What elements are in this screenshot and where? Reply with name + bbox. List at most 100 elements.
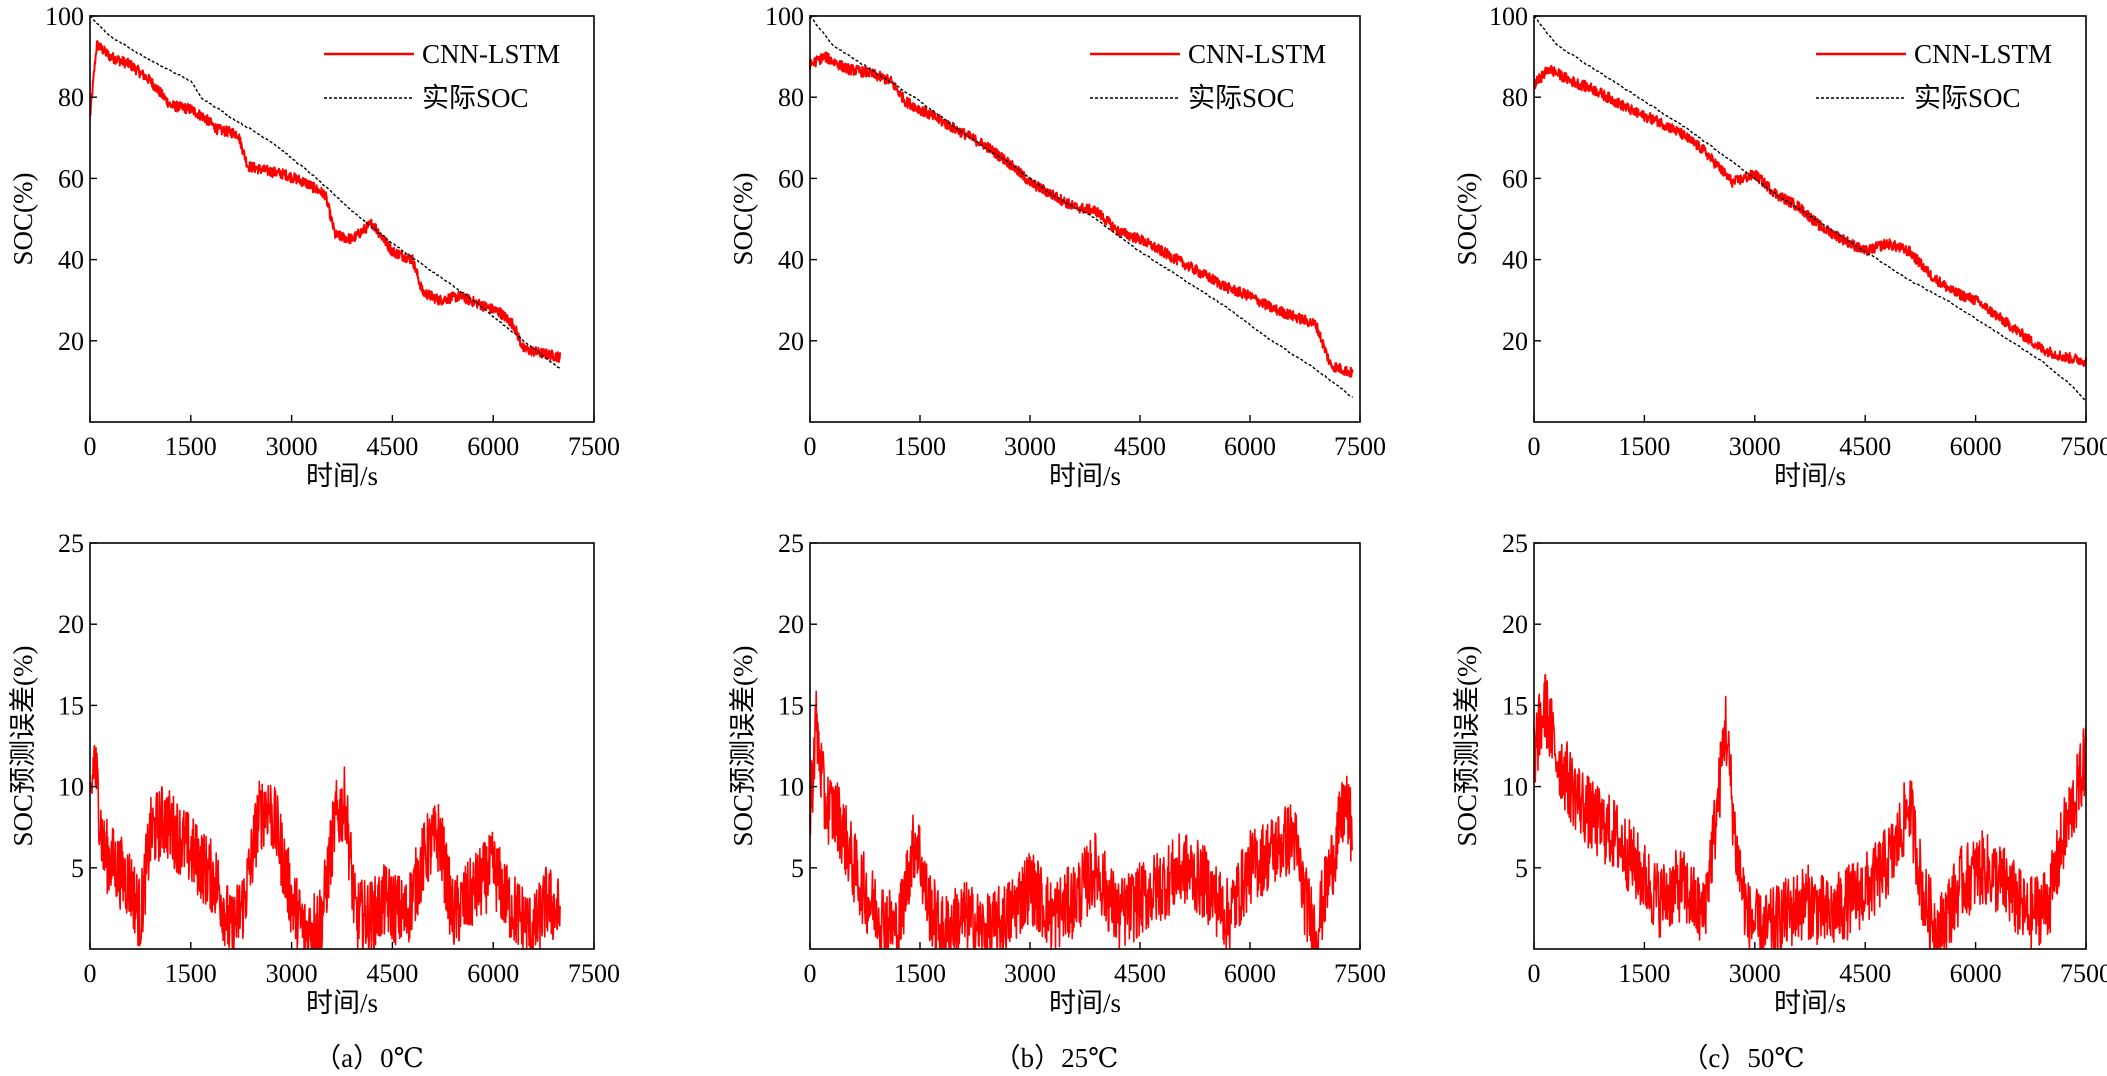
chart-a-error-x-tick-label: 1500	[165, 959, 217, 988]
chart-a-error-x-tick-label: 4500	[366, 959, 418, 988]
chart-a-error-x-tick-label: 3000	[266, 959, 318, 988]
chart-b-error-error-series-line	[809, 690, 1353, 949]
chart-b-actual-soc-line	[809, 15, 1354, 398]
chart-b-legend-actual-soc-label: 实际SOC	[1188, 83, 1295, 113]
chart-c-error-x-tick-label: 4500	[1839, 959, 1891, 988]
chart-c-x-tick-label: 1500	[1618, 432, 1670, 461]
chart-b-x-tick-label: 3000	[1004, 432, 1056, 461]
chart-b-x-tick-label: 0	[804, 432, 817, 461]
chart-a-error-error-series-line	[89, 744, 561, 949]
chart-c-error-y-tick-label: 15	[1502, 691, 1528, 720]
chart-a-error-x-tick-label: 0	[84, 959, 97, 988]
chart-c-cnn-lstm-line	[1533, 64, 2087, 367]
chart-a-legend-cnn-lstm-label: CNN-LSTM	[422, 39, 560, 69]
chart-a-error-x-tick-label: 7500	[568, 959, 620, 988]
chart-b-y-tick-label: 60	[778, 164, 804, 193]
chart-b-error-x-tick-label: 0	[804, 959, 817, 988]
chart-c-error-y-tick-label: 25	[1502, 529, 1528, 558]
chart-b-error-x-tick-label: 1500	[894, 959, 946, 988]
chart-a-error-y-axis-label: SOC预测误差(%)	[8, 646, 38, 847]
chart-a-actual-soc-line	[89, 15, 561, 370]
chart-c-x-axis-label: 时间/s	[1774, 461, 1846, 491]
chart-b-error-y-tick-label: 10	[778, 773, 804, 802]
chart-b-y-axis-label: SOC(%)	[728, 173, 758, 266]
chart-b-y-tick-label: 40	[778, 246, 804, 275]
chart-c-y-axis-label: SOC(%)	[1452, 173, 1482, 266]
chart-c-error-x-tick-label: 1500	[1618, 959, 1670, 988]
chart-b-legend-cnn-lstm-label: CNN-LSTM	[1188, 39, 1326, 69]
chart-c-x-tick-label: 6000	[1950, 432, 2002, 461]
chart-b-x-tick-label: 7500	[1334, 432, 1386, 461]
chart-c-y-tick-label: 100	[1489, 2, 1528, 31]
chart-b-error-x-tick-label: 4500	[1114, 959, 1166, 988]
caption-a: （a）0℃	[314, 1043, 424, 1073]
chart-c-x-tick-label: 0	[1528, 432, 1541, 461]
chart-c-y-tick-label: 20	[1502, 327, 1528, 356]
chart-a-y-axis-label: SOC(%)	[8, 173, 38, 266]
chart-a-error-y-tick-label: 15	[58, 691, 84, 720]
chart-a-y-tick-label: 40	[58, 246, 84, 275]
chart-c-actual-soc-line	[1533, 15, 2087, 402]
chart-a-cnn-lstm-line	[89, 40, 562, 363]
chart-c-legend-actual-soc-label: 实际SOC	[1914, 83, 2021, 113]
chart-b-y-tick-label: 20	[778, 327, 804, 356]
caption-b: （b）25℃	[993, 1043, 1119, 1073]
chart-c-y-tick-label: 40	[1502, 246, 1528, 275]
chart-c-y-tick-label: 80	[1502, 83, 1528, 112]
chart-c-x-tick-label: 4500	[1839, 432, 1891, 461]
chart-c-error-x-tick-label: 7500	[2060, 959, 2107, 988]
chart-b-x-tick-label: 1500	[894, 432, 946, 461]
chart-b-x-tick-label: 6000	[1224, 432, 1276, 461]
caption-c: （c）50℃	[1681, 1043, 1805, 1073]
chart-c-error-error-series-line	[1533, 673, 2087, 949]
chart-b-error-x-tick-label: 6000	[1224, 959, 1276, 988]
chart-a-error-y-tick-label: 5	[71, 854, 84, 883]
chart-b-error-y-tick-label: 20	[778, 610, 804, 639]
chart-a-y-tick-label: 100	[45, 2, 84, 31]
chart-b-x-tick-label: 4500	[1114, 432, 1166, 461]
chart-a-error-y-tick-label: 25	[58, 529, 84, 558]
chart-b-error-y-axis-label: SOC预测误差(%)	[728, 646, 758, 847]
chart-a-y-tick-label: 80	[58, 83, 84, 112]
chart-b-error-axes-frame	[809, 542, 1361, 950]
chart-a-x-tick-label: 0	[84, 432, 97, 461]
chart-c-error-y-tick-label: 20	[1502, 610, 1528, 639]
chart-b-error-x-tick-label: 7500	[1334, 959, 1386, 988]
chart-c-legend-cnn-lstm-label: CNN-LSTM	[1914, 39, 2052, 69]
chart-b-error-y-tick-label: 5	[791, 854, 804, 883]
chart-a-axes-frame	[89, 15, 595, 423]
chart-c-error-axes-frame	[1533, 542, 2087, 950]
chart-a-error-y-tick-label: 20	[58, 610, 84, 639]
chart-a-error-x-tick-label: 6000	[467, 959, 519, 988]
chart-b-axes-frame	[809, 15, 1361, 423]
chart-a-y-tick-label: 60	[58, 164, 84, 193]
chart-a-legend-actual-soc-label: 实际SOC	[422, 83, 529, 113]
chart-a-x-axis-label: 时间/s	[306, 461, 378, 491]
chart-b-cnn-lstm-line	[809, 51, 1354, 378]
chart-c-error-x-tick-label: 0	[1528, 959, 1541, 988]
chart-a-x-tick-label: 7500	[568, 432, 620, 461]
chart-b-error-x-tick-label: 3000	[1004, 959, 1056, 988]
chart-b-y-tick-label: 100	[765, 2, 804, 31]
chart-c-error-x-axis-label: 时间/s	[1774, 988, 1846, 1018]
chart-c-y-tick-label: 60	[1502, 164, 1528, 193]
chart-b-error-y-tick-label: 25	[778, 529, 804, 558]
chart-a-x-tick-label: 1500	[165, 432, 217, 461]
chart-c-error-y-tick-label: 5	[1515, 854, 1528, 883]
chart-a-y-tick-label: 20	[58, 327, 84, 356]
chart-c-error-y-tick-label: 10	[1502, 773, 1528, 802]
chart-c-error-x-tick-label: 3000	[1729, 959, 1781, 988]
chart-b-error-y-tick-label: 15	[778, 691, 804, 720]
chart-a-error-x-axis-label: 时间/s	[306, 988, 378, 1018]
chart-c-x-tick-label: 7500	[2060, 432, 2107, 461]
chart-b-y-tick-label: 80	[778, 83, 804, 112]
chart-c-error-y-axis-label: SOC预测误差(%)	[1452, 646, 1482, 847]
chart-a-x-tick-label: 4500	[366, 432, 418, 461]
chart-a-x-tick-label: 3000	[266, 432, 318, 461]
chart-c-x-tick-label: 3000	[1729, 432, 1781, 461]
chart-a-error-axes-frame	[89, 542, 595, 950]
chart-a-error-y-tick-label: 10	[58, 773, 84, 802]
chart-b-error-x-axis-label: 时间/s	[1049, 988, 1121, 1018]
chart-c-error-x-tick-label: 6000	[1950, 959, 2002, 988]
